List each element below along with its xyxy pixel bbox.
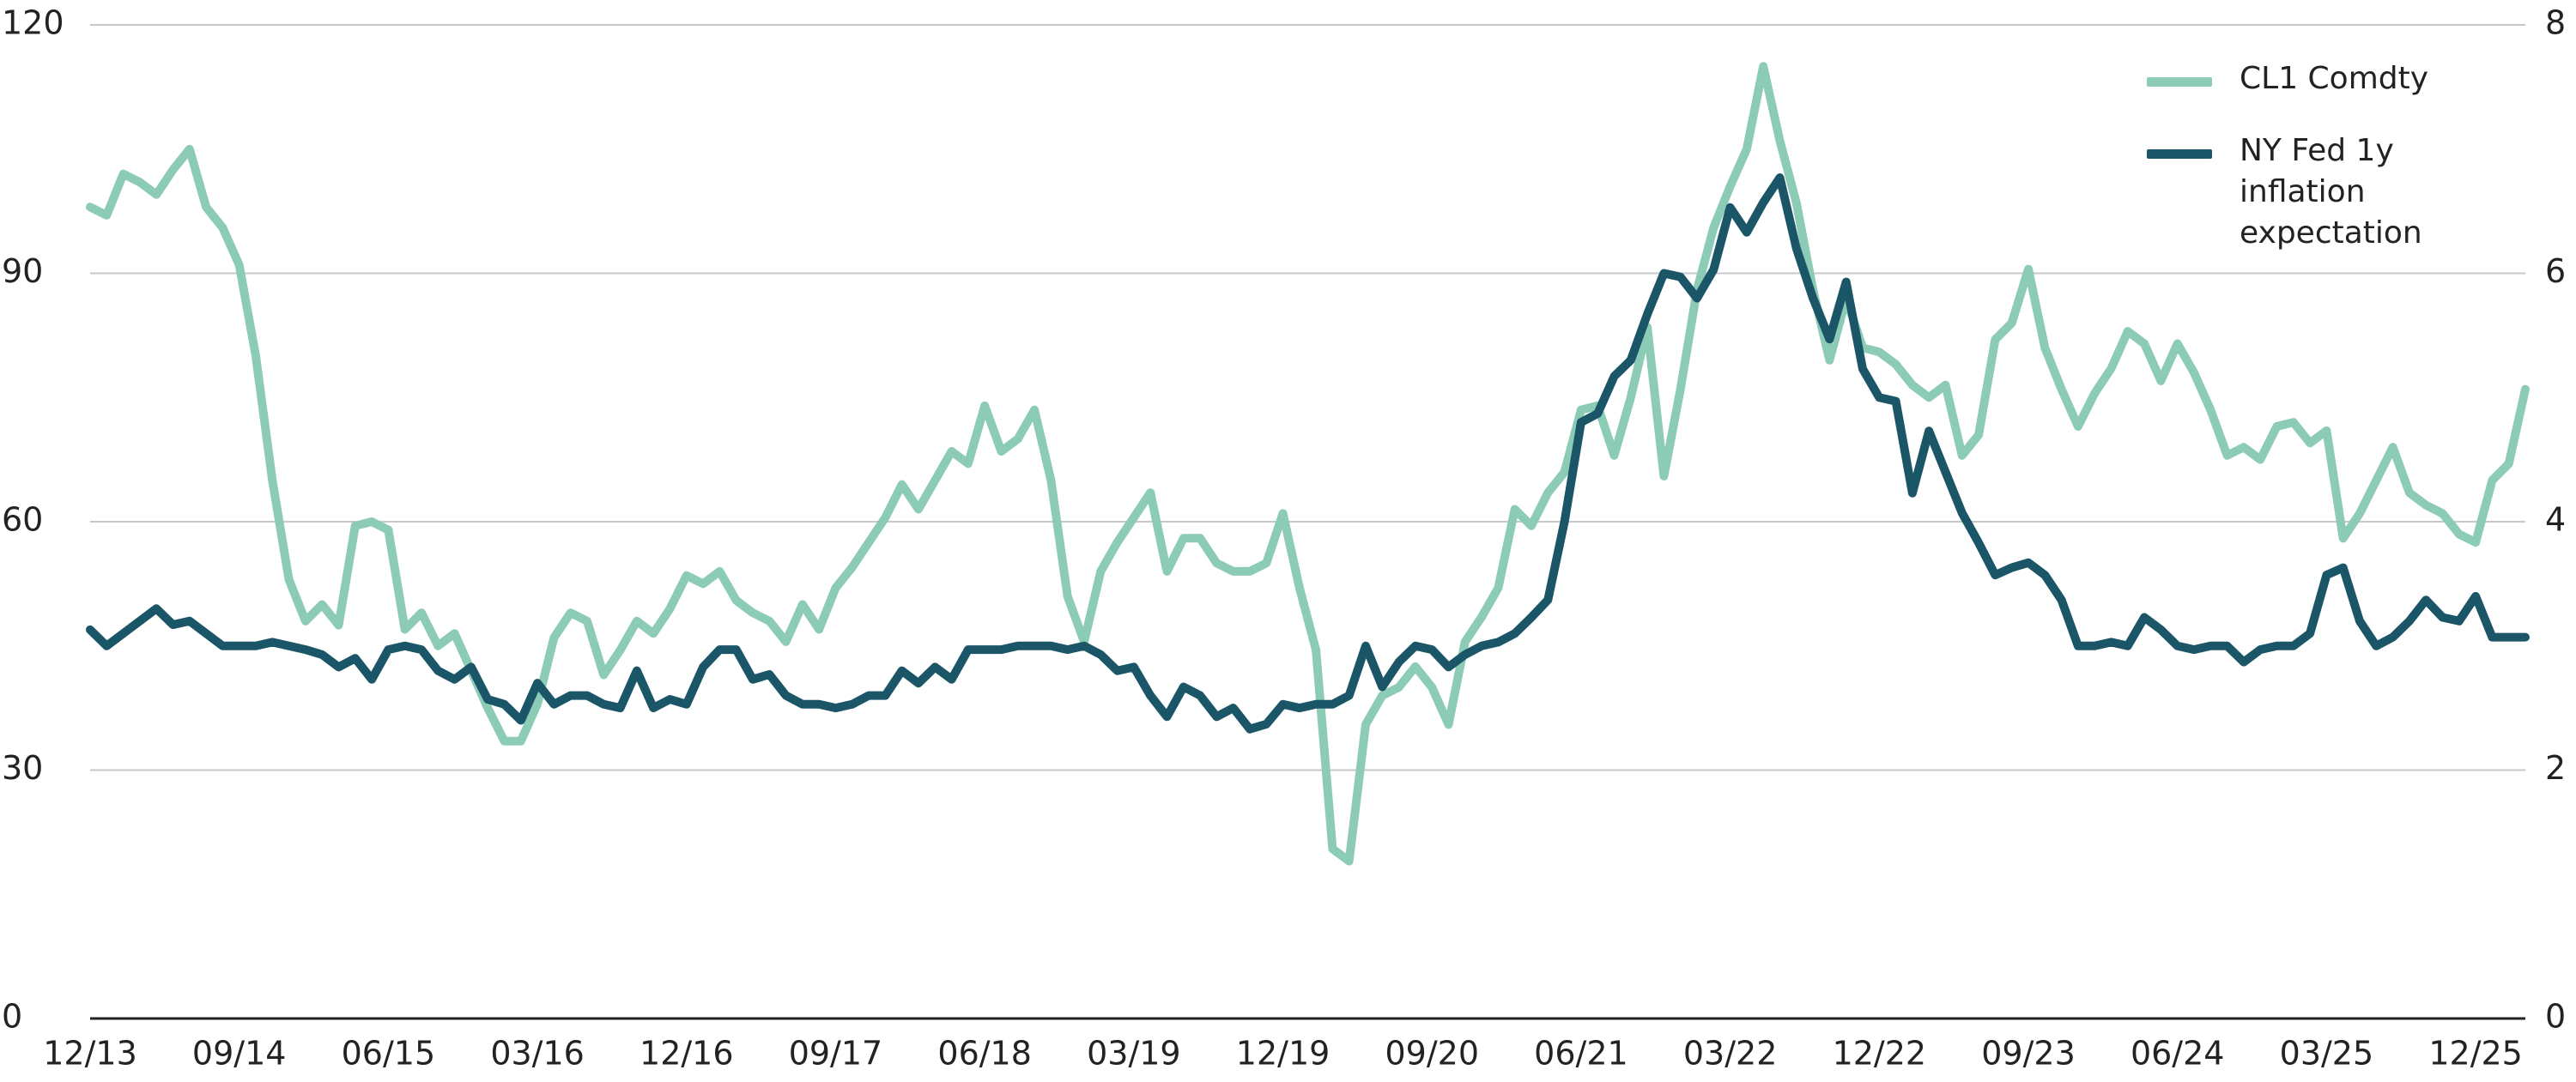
- x-tick-label: 06/24: [2131, 1035, 2225, 1073]
- x-tick-label: 12/13: [43, 1035, 137, 1073]
- y-tick-label: 30: [2, 749, 43, 787]
- x-tick-label: 12/22: [1833, 1035, 1927, 1073]
- x-tick-label: 09/23: [1981, 1035, 2076, 1073]
- y2-tick-label: 4: [2545, 501, 2566, 539]
- x-tick-label: 06/15: [342, 1035, 436, 1073]
- x-tick-label: 09/20: [1385, 1035, 1479, 1073]
- legend-label: CL1 Comdty: [2240, 61, 2429, 96]
- y2-tick-label: 2: [2545, 749, 2566, 787]
- y-tick-label: 120: [2, 4, 64, 42]
- x-tick-label: 12/16: [639, 1035, 734, 1073]
- x-tick-label: 09/17: [789, 1035, 883, 1073]
- y-tick-label: 60: [2, 501, 43, 539]
- x-tick-label: 03/19: [1087, 1035, 1181, 1073]
- legend-swatch: [2147, 77, 2212, 87]
- legend-entry: NY Fed 1y inflation expectation: [2147, 130, 2507, 254]
- y-tick-label: 0: [2, 998, 22, 1036]
- legend: CL1 Comdty NY Fed 1y inflation expectatio…: [2147, 58, 2507, 285]
- y-tick-label: 90: [2, 252, 43, 290]
- x-tick-label: 12/19: [1236, 1035, 1330, 1073]
- y2-tick-label: 8: [2545, 4, 2566, 42]
- y2-tick-label: 6: [2545, 252, 2566, 290]
- x-tick-label: 03/16: [490, 1035, 585, 1073]
- x-tick-label: 09/14: [192, 1035, 287, 1073]
- legend-label: NY Fed 1y inflation expectation: [2240, 133, 2422, 251]
- x-tick-label: 06/18: [937, 1035, 1032, 1073]
- series-line: [86, 173, 2530, 734]
- x-tick-label: 12/25: [2428, 1035, 2523, 1073]
- legend-swatch: [2147, 149, 2212, 159]
- x-tick-label: 03/25: [2280, 1035, 2374, 1073]
- series-line: [86, 62, 2530, 866]
- x-tick-label: 06/21: [1534, 1035, 1628, 1073]
- x-tick-label: 03/22: [1683, 1035, 1778, 1073]
- y2-tick-label: 0: [2545, 998, 2566, 1036]
- legend-entry: CL1 Comdty: [2147, 58, 2507, 100]
